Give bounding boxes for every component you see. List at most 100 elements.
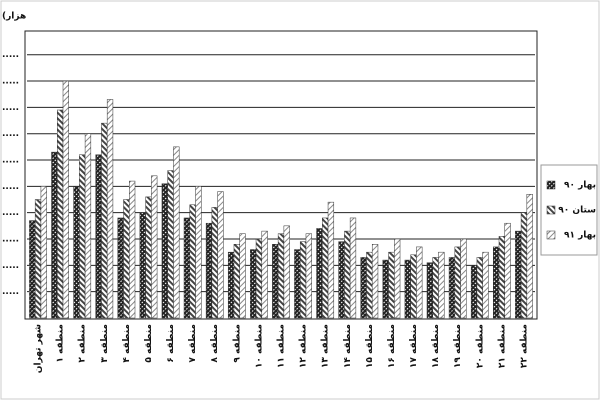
bar <box>211 207 218 319</box>
bar <box>106 99 114 319</box>
x-tick-label: منطقه ۲ <box>78 324 88 363</box>
x-tick-label: شهر تهران <box>34 324 44 373</box>
bar <box>470 265 478 319</box>
legend-swatch <box>546 230 556 240</box>
bar <box>183 217 191 319</box>
x-tick-label: منطقه ۱۱ <box>277 324 287 368</box>
bar <box>327 201 335 319</box>
bar <box>476 257 483 319</box>
bar <box>482 251 489 319</box>
bar <box>79 154 86 319</box>
bar <box>167 170 174 319</box>
bar <box>217 191 224 319</box>
bar <box>233 244 240 319</box>
y-tick-label: ..... <box>2 129 19 139</box>
bar <box>305 233 312 319</box>
bar <box>239 233 246 319</box>
bar <box>101 122 108 319</box>
y-tick-label: ..... <box>2 182 19 192</box>
y-axis-label: (هزار <box>2 12 26 22</box>
x-tick-label: منطقه ۷ <box>188 324 198 363</box>
bar <box>438 251 445 319</box>
bar <box>432 257 439 319</box>
bar <box>349 217 357 319</box>
bar <box>227 251 235 319</box>
bar <box>294 249 301 319</box>
x-tick-label: منطقه ۲۱ <box>497 324 507 368</box>
x-tick-label: منطقه ۱۳ <box>321 324 331 368</box>
bar <box>344 230 351 319</box>
bar <box>29 220 36 319</box>
x-tick-label: منطقه ۱۶ <box>387 324 397 368</box>
bar <box>277 233 285 319</box>
bar <box>51 151 58 319</box>
bar <box>250 249 257 319</box>
bar <box>123 199 130 319</box>
bar <box>73 186 80 319</box>
bar <box>205 222 213 319</box>
bar <box>161 183 168 319</box>
bar <box>117 217 124 319</box>
bar <box>272 244 279 319</box>
x-tick-label: منطقه ۱۷ <box>409 324 419 368</box>
bar <box>404 259 411 319</box>
bar <box>299 241 307 319</box>
bar <box>460 238 467 319</box>
bar <box>426 262 433 319</box>
y-tick-label: ..... <box>2 287 19 297</box>
bar <box>261 230 268 319</box>
bar <box>151 175 158 319</box>
bar <box>515 230 522 319</box>
x-tick-label: منطقه ۱ <box>56 324 66 363</box>
x-tick-label: منطقه ۱۵ <box>365 324 375 368</box>
legend-label: بهار ۹۰ <box>564 181 596 191</box>
bar <box>371 244 379 319</box>
bar <box>454 246 461 319</box>
bar <box>129 180 136 319</box>
x-tick-label: منطقه ۱۲ <box>299 324 309 368</box>
bar <box>57 109 64 319</box>
bar <box>255 238 263 319</box>
legend-swatch <box>546 180 556 190</box>
bar <box>360 257 367 319</box>
y-tick-label: ..... <box>2 50 19 60</box>
y-tick-label: ..... <box>2 103 19 113</box>
bar <box>62 80 69 319</box>
y-tick-label: ..... <box>2 235 19 245</box>
bar <box>139 212 146 319</box>
x-tick-label: منطقه ۸ <box>210 324 220 363</box>
y-tick-label: ..... <box>2 77 19 87</box>
bar <box>493 246 500 319</box>
bar <box>526 193 533 319</box>
bar <box>504 222 511 319</box>
bar <box>40 186 47 319</box>
bar <box>283 225 290 319</box>
bar <box>498 236 505 319</box>
x-tick-label: منطقه ۳ <box>100 324 110 363</box>
bar <box>366 251 373 319</box>
bar <box>416 246 423 319</box>
bar <box>95 154 102 319</box>
bar <box>195 186 202 319</box>
bar <box>189 204 196 319</box>
x-tick-label: منطقه ۱۰ <box>254 324 264 368</box>
x-tick-label: منطقه ۵ <box>144 324 154 363</box>
bar <box>145 196 152 319</box>
y-tick-label: ..... <box>2 261 19 271</box>
x-tick-label: منطقه ۲۰ <box>475 324 485 368</box>
y-tick-label: ..... <box>2 156 19 166</box>
legend-label: بهار ۹۱ <box>564 231 596 241</box>
x-tick-label: منطقه ۲۲ <box>519 324 529 368</box>
bar <box>382 259 389 319</box>
bar <box>84 133 92 319</box>
y-tick-label: ..... <box>2 208 19 218</box>
x-tick-label: منطقه ۹ <box>232 324 242 363</box>
bar <box>394 238 401 319</box>
legend-label: ستان ۹۰ <box>558 206 596 216</box>
x-tick-label: منطقه ۱۸ <box>431 324 441 368</box>
bar <box>388 251 395 319</box>
x-tick-label: منطقه ۱۹ <box>453 324 463 368</box>
bar <box>322 217 329 319</box>
legend-swatch <box>546 205 556 215</box>
